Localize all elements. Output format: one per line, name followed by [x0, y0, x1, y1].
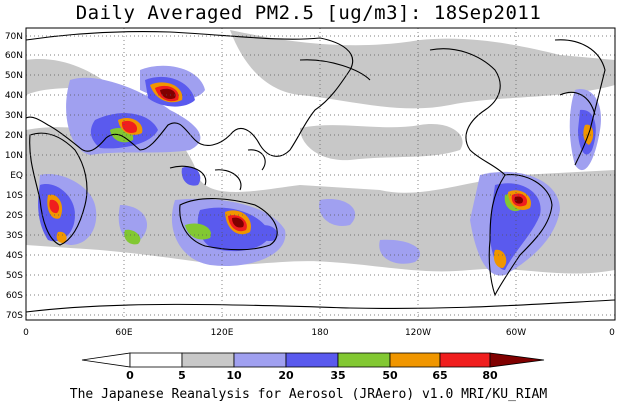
- pm25-band-80-plus: [160, 88, 524, 228]
- colorbar-label: 10: [226, 369, 242, 382]
- lon-label: 60E: [115, 328, 132, 338]
- colorbar-label: 80: [482, 369, 498, 382]
- lat-label: 30S: [6, 231, 23, 241]
- colorbar-cell: [81, 352, 131, 368]
- lat-label: 20S: [6, 211, 23, 221]
- pm25-field: [26, 30, 615, 276]
- colorbar-label: 50: [382, 369, 398, 382]
- colorbar-label: 20: [278, 369, 294, 382]
- colorbar: [81, 352, 545, 368]
- colorbar-cell: [129, 352, 183, 368]
- colorbar-labels: 0 5 10 20 35 50 65 80: [126, 369, 498, 382]
- map-frame: [25, 27, 616, 321]
- lat-labels: 70N 60N 50N 40N 30N 20N 10N EQ 10S 20S 3…: [5, 32, 23, 321]
- lat-label: 20N: [5, 131, 23, 141]
- colorbar-label: 5: [178, 369, 186, 382]
- lat-label: 50S: [6, 271, 23, 281]
- colorbar-cell: [285, 352, 339, 368]
- lat-label: 70S: [6, 311, 23, 321]
- lon-label: 180: [311, 328, 328, 338]
- lat-label: 10N: [5, 151, 23, 161]
- lat-label: 30N: [5, 111, 23, 121]
- lon-label: 120E: [211, 328, 234, 338]
- colorbar-cell: [337, 352, 391, 368]
- colorbar-label: 65: [432, 369, 447, 382]
- lon-labels: 0 60E 120E 180 120W 60W 0: [23, 328, 615, 338]
- lon-label: 120W: [405, 328, 431, 338]
- lat-label: 40S: [6, 251, 23, 261]
- colorbar-label: 0: [126, 369, 134, 382]
- map-title: Daily Averaged PM2.5 [ug/m3]: 18Sep2011: [75, 2, 542, 24]
- colorbar-cell: [489, 352, 545, 368]
- colorbar-label: 35: [330, 369, 345, 382]
- lat-label: 70N: [5, 32, 23, 42]
- lat-label: 10S: [6, 191, 23, 201]
- coastlines: [26, 30, 615, 313]
- lat-label: 60S: [6, 291, 23, 301]
- colorbar-cell: [389, 352, 441, 368]
- credit-footer: The Japanese Reanalysis for Aerosol (JRA…: [69, 387, 548, 402]
- colorbar-cell: [181, 352, 235, 368]
- lat-label: 50N: [5, 71, 23, 81]
- colorbar-cell: [233, 352, 287, 368]
- lon-label: 0: [609, 328, 615, 338]
- lat-label: 40N: [5, 91, 23, 101]
- lon-label: 60W: [506, 328, 526, 338]
- colorbar-cell: [439, 352, 491, 368]
- gridlines: [26, 28, 615, 320]
- lon-label: 0: [23, 328, 29, 338]
- lat-label: 60N: [5, 51, 23, 61]
- lat-label: EQ: [10, 171, 23, 181]
